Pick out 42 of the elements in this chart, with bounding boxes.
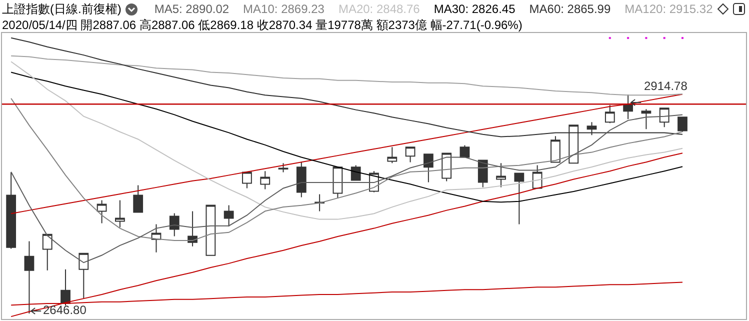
candlestick — [78, 252, 89, 299]
candlestick — [96, 200, 107, 224]
text: MA10: 2869.23 — [243, 2, 324, 16]
candlestick — [6, 172, 16, 250]
candlestick — [641, 108, 652, 130]
candlestick — [314, 194, 325, 212]
candlestick — [478, 160, 488, 188]
candlestick — [169, 212, 180, 237]
chart-title: 上證指數(日線.前復權) — [2, 0, 122, 18]
candlestick — [242, 172, 252, 189]
text: MA60: 2865.99 — [529, 2, 611, 16]
candlestick — [206, 204, 216, 256]
candlestick — [188, 210, 198, 247]
candlestick — [24, 240, 34, 314]
annotation: 2914.78 — [644, 79, 688, 93]
text: MA120: 2915.32 — [624, 2, 713, 16]
text: MA30: 2826.45 — [434, 2, 516, 16]
candlestick — [496, 162, 506, 188]
candlestick — [115, 200, 125, 228]
candlestick — [133, 184, 144, 213]
candlestick — [260, 170, 270, 190]
candlestick — [60, 268, 70, 306]
chart-subtitle: 2020/05/14/四 開2887.06 高2887.06 低2869.18 收2870.34 量19778萬 額2373億 幅-27.71(-0.96%) — [2, 17, 522, 34]
candlestick — [350, 164, 361, 181]
candlestick — [423, 154, 434, 183]
candlestick — [151, 224, 162, 253]
legend-label: MA5: 2890.02 — [154, 2, 230, 16]
candlestick — [42, 234, 52, 271]
candlestick — [604, 104, 615, 124]
candlestick — [514, 172, 524, 225]
annotation: 2646.80 — [43, 303, 87, 317]
text: MA20: 2848.76 — [338, 2, 420, 16]
candlestick — [550, 136, 560, 163]
candlestick — [623, 94, 633, 120]
candlestick — [224, 204, 234, 227]
candlestick — [296, 162, 306, 198]
candlestick — [659, 108, 670, 128]
candlestick — [387, 146, 398, 164]
candlestick — [532, 164, 542, 189]
candlestick — [405, 146, 416, 163]
candlestick — [442, 152, 452, 182]
candlestick — [678, 116, 688, 132]
